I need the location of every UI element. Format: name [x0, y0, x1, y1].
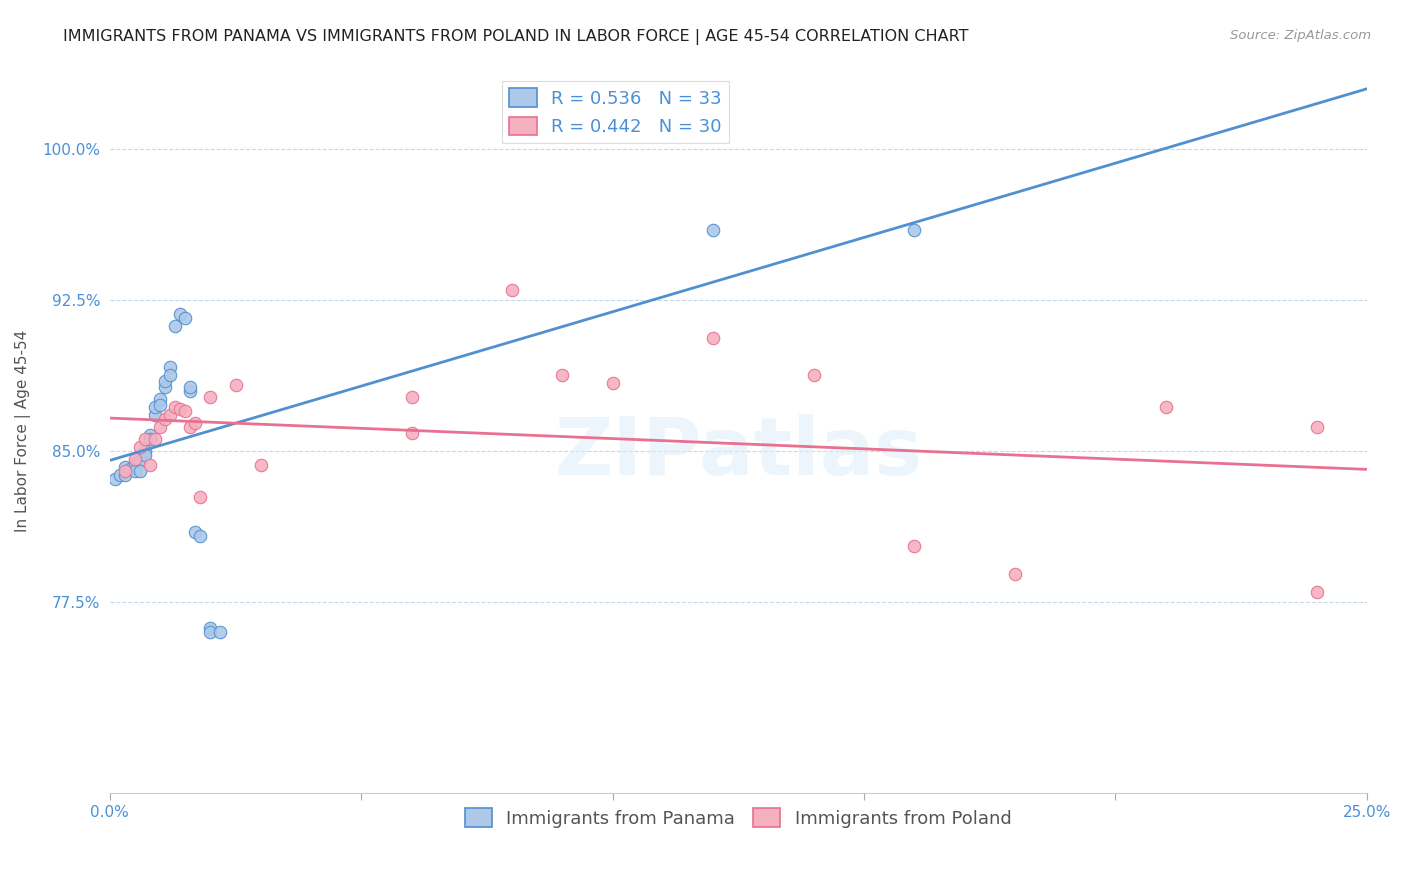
Point	[143, 408, 166, 422]
Point	[124, 464, 146, 478]
Point	[149, 392, 172, 406]
Point	[702, 222, 724, 236]
Point	[149, 420, 172, 434]
Point	[200, 390, 222, 404]
Point	[159, 408, 181, 422]
Point	[153, 374, 176, 388]
Point	[153, 412, 176, 426]
Text: Source: ZipAtlas.com: Source: ZipAtlas.com	[1230, 29, 1371, 42]
Point	[118, 462, 141, 476]
Point	[1305, 585, 1327, 599]
Point	[501, 283, 523, 297]
Point	[159, 368, 181, 382]
Point	[179, 420, 201, 434]
Point	[165, 319, 187, 334]
Point	[174, 404, 197, 418]
Point	[184, 416, 207, 430]
Point	[159, 359, 181, 374]
Point	[179, 384, 201, 398]
Point	[1154, 400, 1177, 414]
Point	[129, 440, 152, 454]
Text: ZIPatlas: ZIPatlas	[554, 414, 922, 491]
Point	[114, 460, 136, 475]
Point	[108, 468, 131, 483]
Point	[139, 432, 162, 446]
Point	[114, 468, 136, 483]
Point	[174, 311, 197, 326]
Point	[124, 452, 146, 467]
Point	[602, 376, 624, 390]
Point	[1305, 420, 1327, 434]
Point	[803, 368, 825, 382]
Point	[179, 379, 201, 393]
Point	[165, 400, 187, 414]
Point	[134, 444, 156, 458]
Text: IMMIGRANTS FROM PANAMA VS IMMIGRANTS FROM POLAND IN LABOR FORCE | AGE 45-54 CORR: IMMIGRANTS FROM PANAMA VS IMMIGRANTS FRO…	[63, 29, 969, 45]
Point	[188, 491, 211, 505]
Point	[188, 528, 211, 542]
Point	[551, 368, 574, 382]
Y-axis label: In Labor Force | Age 45-54: In Labor Force | Age 45-54	[15, 330, 31, 532]
Point	[143, 400, 166, 414]
Point	[184, 524, 207, 539]
Point	[114, 464, 136, 478]
Point	[129, 454, 152, 468]
Point	[903, 222, 925, 236]
Point	[134, 448, 156, 462]
Legend: Immigrants from Panama, Immigrants from Poland: Immigrants from Panama, Immigrants from …	[458, 801, 1019, 835]
Point	[225, 377, 247, 392]
Point	[169, 401, 191, 416]
Point	[149, 398, 172, 412]
Point	[139, 458, 162, 472]
Point	[143, 432, 166, 446]
Point	[249, 458, 271, 472]
Point	[200, 625, 222, 640]
Point	[134, 432, 156, 446]
Point	[169, 307, 191, 321]
Point	[401, 425, 423, 440]
Point	[401, 390, 423, 404]
Point	[124, 456, 146, 470]
Point	[139, 428, 162, 442]
Point	[903, 539, 925, 553]
Point	[104, 472, 127, 486]
Point	[1004, 566, 1026, 581]
Point	[209, 625, 232, 640]
Point	[702, 331, 724, 345]
Point	[153, 379, 176, 393]
Point	[200, 621, 222, 635]
Point	[129, 464, 152, 478]
